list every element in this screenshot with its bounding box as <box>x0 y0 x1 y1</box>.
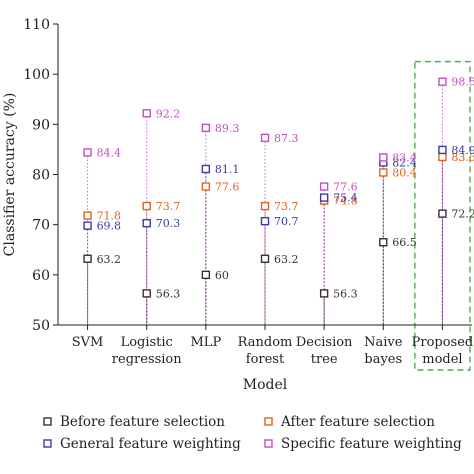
x-tick-label: Proposed <box>412 335 474 350</box>
data-point <box>201 164 211 174</box>
legend-label: Specific feature weighting <box>281 436 462 452</box>
data-point <box>142 218 151 228</box>
data-label: 56.3 <box>156 287 181 300</box>
x-tick-label: Logistic <box>121 335 173 350</box>
data-label: 98.5 <box>451 76 474 89</box>
data-point <box>142 289 151 298</box>
highlight-box <box>414 60 471 371</box>
data-label: 70.7 <box>274 215 299 228</box>
data-label: 81.1 <box>215 163 240 176</box>
x-tick-label: Decision <box>296 335 353 350</box>
data-point <box>201 182 211 191</box>
data-label: 77.6 <box>215 181 240 194</box>
legend-label: General feature weighting <box>60 436 241 452</box>
data-label: 75.4 <box>333 192 358 205</box>
data-label: 72.2 <box>451 208 474 221</box>
data-label: 60 <box>215 269 229 282</box>
data-label: 89.3 <box>215 122 240 135</box>
data-label: 87.3 <box>274 132 299 145</box>
data-point <box>260 133 270 143</box>
legend-marker <box>43 439 52 448</box>
data-label: 69.8 <box>97 220 122 233</box>
y-tick-label: 70 <box>32 218 50 234</box>
data-label: 63.2 <box>274 253 299 266</box>
data-label: 71.8 <box>97 210 122 223</box>
data-point <box>379 238 388 247</box>
x-tick-label: Random <box>238 335 293 350</box>
data-label: 80.4 <box>392 166 417 179</box>
x-tick-label: regression <box>112 352 182 367</box>
data-point <box>260 254 270 263</box>
y-tick-label: 80 <box>32 168 50 184</box>
data-point <box>379 168 388 177</box>
data-point <box>319 182 329 191</box>
data-label: 66.5 <box>392 236 417 249</box>
data-label: 77.6 <box>333 181 358 194</box>
x-tick-label: Naive <box>364 335 403 350</box>
data-point <box>142 201 151 211</box>
legend-marker <box>264 417 273 426</box>
x-tick-label: tree <box>311 352 338 367</box>
data-point <box>438 145 447 155</box>
x-axis-label: Model <box>243 377 288 393</box>
y-tick-label: 110 <box>23 17 50 33</box>
data-point <box>260 201 270 211</box>
data-label: 82.4 <box>392 156 417 169</box>
y-tick-label: 50 <box>32 318 50 334</box>
legend-marker <box>43 417 52 426</box>
x-tick-label: SVM <box>72 335 104 350</box>
data-label: 84.9 <box>451 144 474 157</box>
data-point <box>83 221 92 230</box>
data-point <box>83 254 92 263</box>
y-tick-label: 60 <box>32 268 50 284</box>
legend-marker <box>264 439 273 448</box>
data-point <box>438 152 447 162</box>
x-tick-label: MLP <box>191 335 222 350</box>
data-point <box>201 123 211 133</box>
data-point <box>319 289 329 298</box>
data-label: 84.4 <box>97 146 122 159</box>
x-tick-label: model <box>422 352 462 367</box>
data-point <box>438 209 447 218</box>
data-point <box>201 270 211 280</box>
data-label: 74.8 <box>333 195 358 208</box>
data-point <box>83 211 92 220</box>
data-label: 56.3 <box>333 287 358 300</box>
y-axis-label: Classifier accuracy (%) <box>2 93 18 257</box>
data-label: 83.4 <box>392 151 417 164</box>
data-point <box>83 148 92 157</box>
legend: Before feature selection After feature se… <box>43 414 462 452</box>
data-label: 73.7 <box>156 200 181 213</box>
y-tick-label: 90 <box>32 117 50 133</box>
x-tick-label: forest <box>246 352 285 367</box>
data-point <box>319 193 329 202</box>
data-label: 92.2 <box>156 107 181 120</box>
data-label: 83.5 <box>451 151 474 164</box>
y-tick-label: 100 <box>23 67 50 83</box>
data-point <box>379 153 388 162</box>
data-label: 73.7 <box>274 200 299 213</box>
data-point <box>142 109 151 118</box>
data-label: 63.2 <box>97 253 122 266</box>
legend-label: After feature selection <box>280 414 435 430</box>
data-point <box>438 77 447 86</box>
x-tick-label: bayes <box>364 352 402 367</box>
data-point <box>260 216 270 226</box>
data-label: 70.3 <box>156 217 181 230</box>
legend-label: Before feature selection <box>60 414 225 430</box>
